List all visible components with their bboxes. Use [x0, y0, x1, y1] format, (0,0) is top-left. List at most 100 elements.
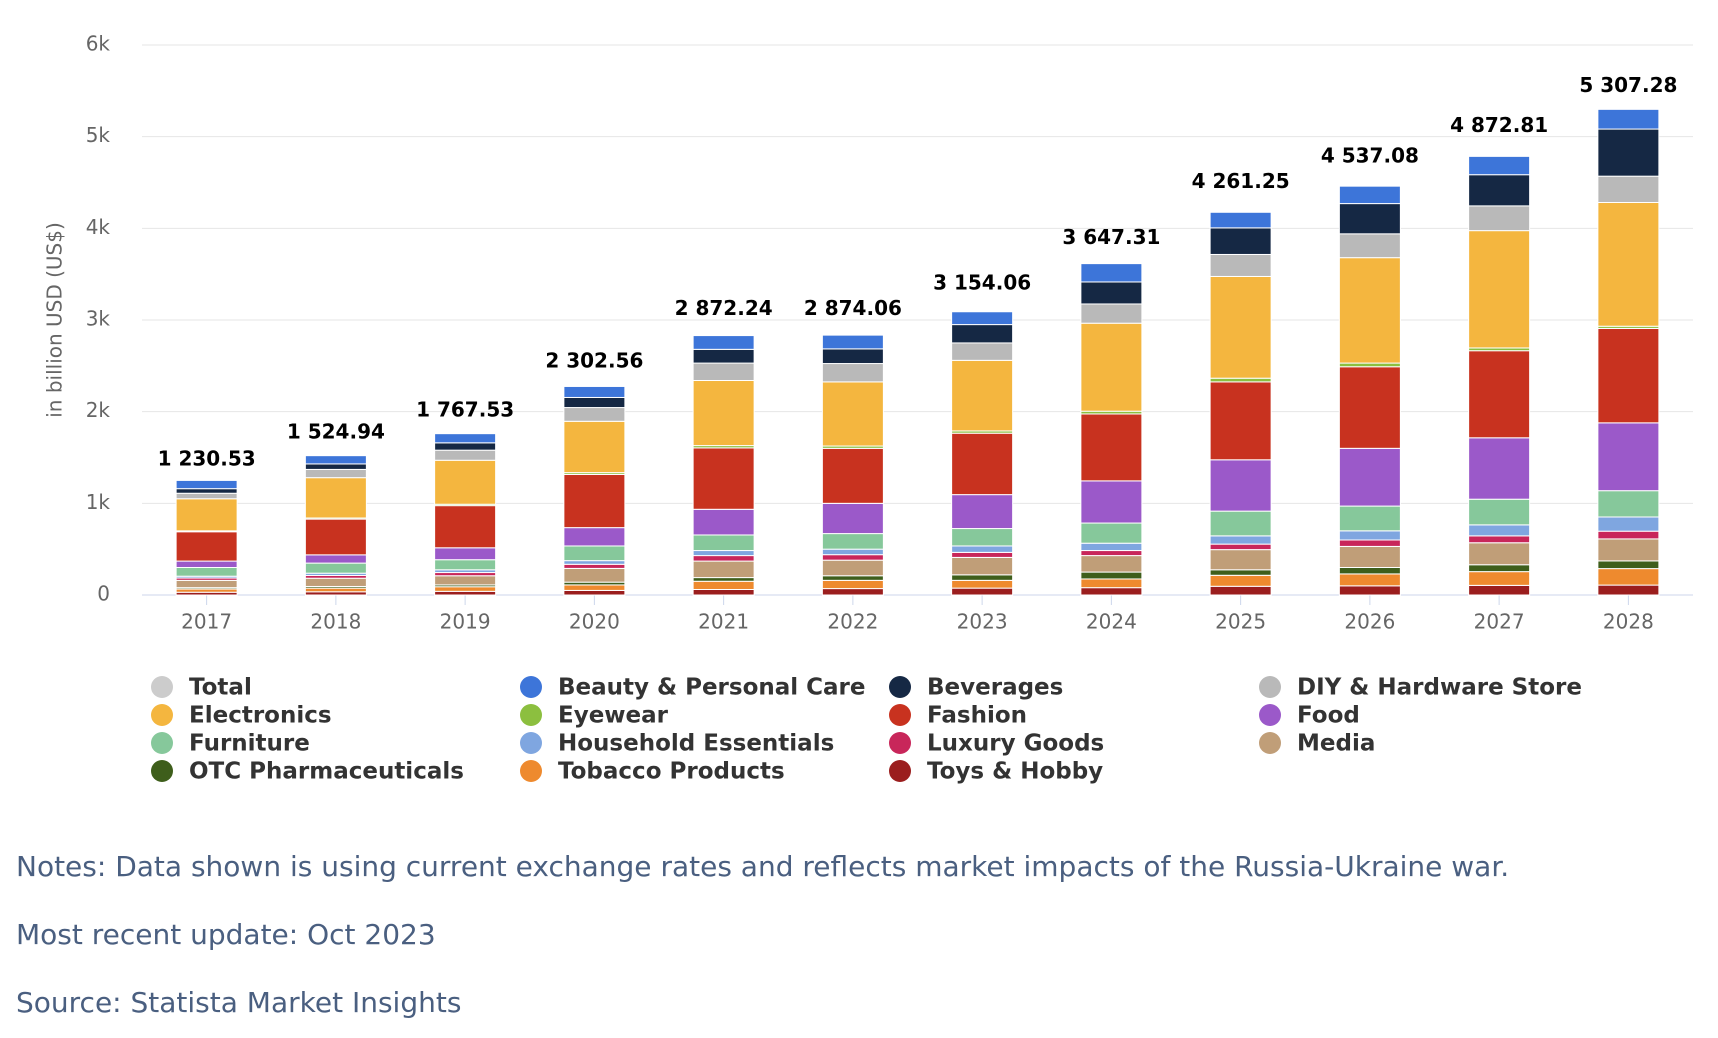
- y-axis-title: in billion USD (US$): [43, 222, 67, 418]
- bar-segment: [1080, 322, 1143, 412]
- legend-marker[interactable]: [889, 704, 911, 726]
- bar-segment: [563, 385, 626, 398]
- total-label: 1 767.53: [416, 397, 514, 421]
- total-label: 4 872.81: [1450, 113, 1548, 137]
- bar-segment: [1338, 185, 1401, 205]
- bar-segment: [434, 442, 497, 451]
- x-tick-label: 2019: [440, 610, 491, 634]
- bar-segment: [1080, 542, 1143, 552]
- legend-marker[interactable]: [520, 704, 542, 726]
- bar-segment: [1209, 543, 1272, 551]
- bar-segment: [1209, 535, 1272, 545]
- total-label: 3 647.31: [1062, 225, 1160, 249]
- bar-segment: [1209, 275, 1272, 379]
- legend-marker[interactable]: [151, 676, 173, 698]
- legend-label[interactable]: DIY & Hardware Store: [1297, 675, 1582, 701]
- x-tick-label: 2020: [569, 610, 620, 634]
- legend-marker[interactable]: [1259, 704, 1281, 726]
- bar-segment: [1338, 545, 1401, 569]
- bar-segment: [821, 363, 884, 383]
- legend-label[interactable]: Eyewear: [558, 703, 669, 729]
- bar-segment: [175, 479, 238, 490]
- bar-segment: [821, 575, 884, 581]
- bar-segment: [1080, 587, 1143, 596]
- legend-label[interactable]: Luxury Goods: [927, 731, 1104, 757]
- legend-marker[interactable]: [151, 760, 173, 782]
- bar-segment: [1468, 535, 1531, 544]
- note: Notes: Data shown is using current excha…: [16, 850, 1509, 883]
- bar-segment: [692, 589, 755, 596]
- total-label: 4 537.08: [1321, 144, 1419, 168]
- bar-segment: [1597, 538, 1660, 562]
- bar-segment: [434, 433, 497, 444]
- bar-segment: [1209, 459, 1272, 512]
- bar-segment: [563, 396, 626, 409]
- bar-segment: [692, 555, 755, 562]
- y-tick-label: 4k: [86, 215, 111, 239]
- bar-segment: [1597, 128, 1660, 177]
- legend-marker[interactable]: [1259, 732, 1281, 754]
- legend-label[interactable]: Media: [1297, 731, 1375, 757]
- y-tick-label: 2k: [86, 398, 111, 422]
- legend-marker[interactable]: [889, 760, 911, 782]
- legend-marker[interactable]: [889, 676, 911, 698]
- legend-label[interactable]: Fashion: [927, 703, 1027, 729]
- bar-segment: [563, 420, 626, 474]
- bar-segment: [1597, 516, 1660, 532]
- bar-segment: [1338, 447, 1401, 507]
- bar-segment: [1597, 568, 1660, 586]
- legend-label[interactable]: Beauty & Personal Care: [558, 675, 866, 701]
- y-tick-label: 5k: [86, 123, 111, 147]
- legend-label[interactable]: Household Essentials: [558, 731, 834, 757]
- bar-segment: [1209, 227, 1272, 255]
- legend-label[interactable]: Tobacco Products: [558, 759, 785, 785]
- legend-label[interactable]: Beverages: [927, 675, 1063, 701]
- bar-segment: [434, 547, 497, 561]
- x-tick-label: 2025: [1215, 610, 1266, 634]
- bar-segment: [1468, 524, 1531, 537]
- bar-segment: [1338, 573, 1401, 587]
- legend-marker[interactable]: [520, 760, 542, 782]
- bar-segment: [951, 545, 1014, 553]
- x-tick-label: 2028: [1603, 610, 1654, 634]
- bar-segment: [1338, 530, 1401, 541]
- bar-segment: [1338, 203, 1401, 235]
- legend-marker[interactable]: [889, 732, 911, 754]
- bar-segment: [1468, 498, 1531, 526]
- legend-marker[interactable]: [520, 676, 542, 698]
- bar-segment: [1597, 108, 1660, 130]
- bar-segment: [304, 518, 367, 556]
- bar-segment: [1209, 377, 1272, 383]
- bar-segment: [692, 550, 755, 557]
- bar-segment: [1338, 585, 1401, 596]
- legend-label[interactable]: Toys & Hobby: [927, 759, 1103, 785]
- legend-label[interactable]: Electronics: [189, 703, 332, 729]
- legend-marker[interactable]: [1259, 676, 1281, 698]
- bar-segment: [1597, 175, 1660, 203]
- legend-label[interactable]: OTC Pharmaceuticals: [189, 759, 464, 785]
- bar-segment: [692, 447, 755, 510]
- bar-segment: [563, 584, 626, 591]
- bar-segment: [692, 508, 755, 536]
- bar-segment: [1338, 233, 1401, 259]
- legend-marker[interactable]: [520, 732, 542, 754]
- legend-label[interactable]: Total: [189, 675, 252, 701]
- bar-segment: [1597, 560, 1660, 570]
- total-label: 1 230.53: [158, 447, 256, 471]
- legend-label[interactable]: Furniture: [189, 731, 310, 757]
- bar-segment: [563, 560, 626, 565]
- bar-segment: [1338, 567, 1401, 575]
- legend-label[interactable]: Food: [1297, 703, 1360, 729]
- bar-segment: [1080, 263, 1143, 283]
- bar-segment: [1597, 201, 1660, 327]
- legend-marker[interactable]: [151, 732, 173, 754]
- bar-segment: [1597, 327, 1660, 424]
- bar-segment: [563, 589, 626, 596]
- bar-segment: [1209, 569, 1272, 576]
- bar-segment: [821, 381, 884, 447]
- legend-marker[interactable]: [151, 704, 173, 726]
- bar-segment: [1597, 530, 1660, 540]
- bar-segment: [951, 587, 1014, 596]
- x-tick-label: 2023: [957, 610, 1008, 634]
